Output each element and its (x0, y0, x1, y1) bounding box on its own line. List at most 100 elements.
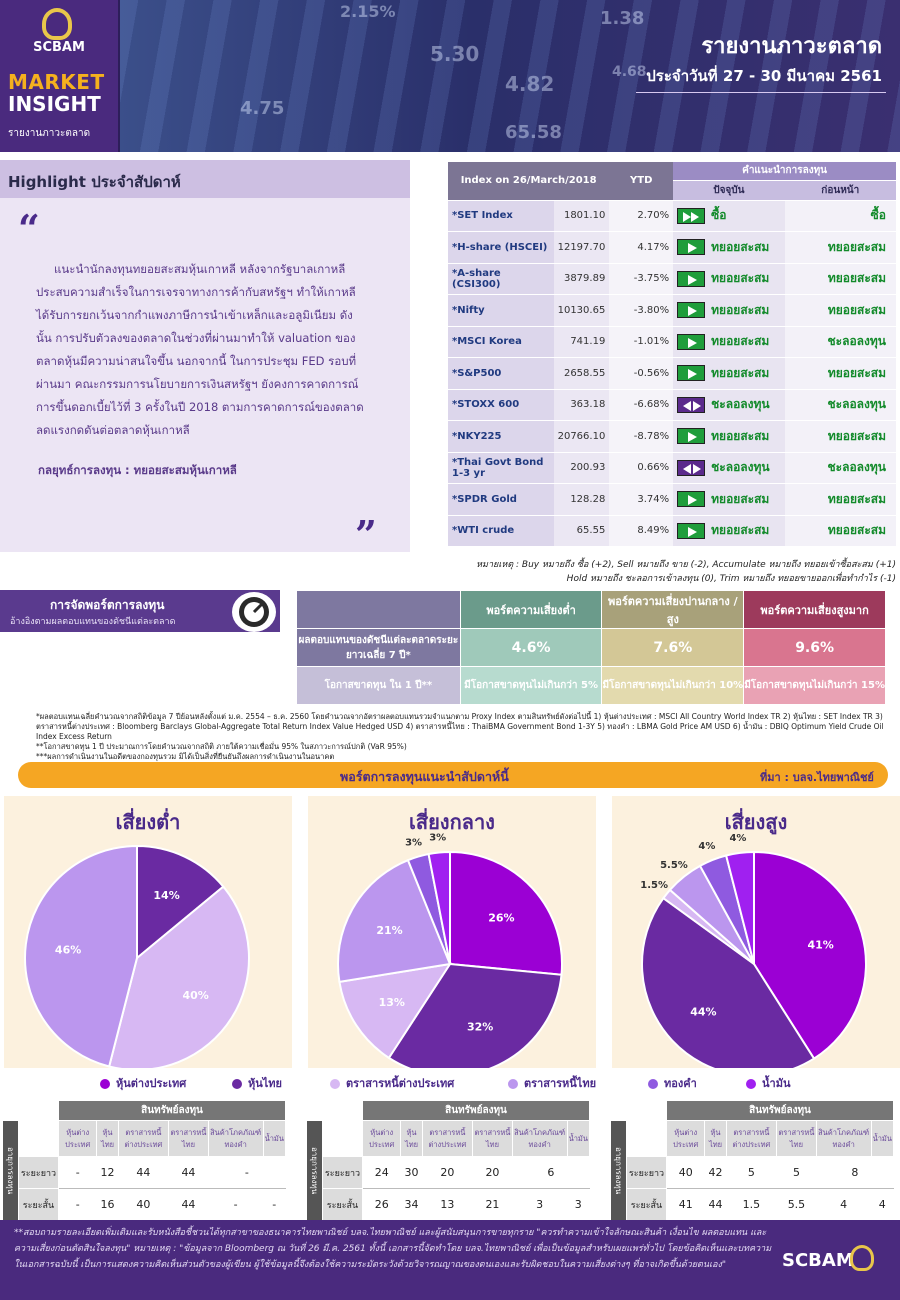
asset-allocation-table: สินทรัพย์ลงทุน อายุการลงทุน หุ้นต่างประเทศ… (306, 1100, 591, 1221)
highlight-title: Highlight ประจำสัปดาห์ (8, 173, 181, 191)
index-name: *Nifty (448, 294, 554, 327)
header-background (120, 0, 900, 152)
asset-header: สินทรัพย์ลงทุน (58, 1100, 286, 1121)
blank-cell (306, 1100, 363, 1121)
current-recommendation-label: ชะลอลงทุน (711, 460, 770, 475)
short-term-value: 26 (361, 1188, 402, 1221)
title-divider (636, 92, 886, 93)
blank-cell (2, 1100, 59, 1121)
index-ytd: 4.17% (609, 231, 674, 264)
buy-signal-icon (677, 207, 706, 224)
report-date: ประจำวันที่ 27 - 30 มีนาคม 2561 (646, 67, 882, 85)
short-term-value: 13 (421, 1188, 474, 1221)
high-risk-return: 9.6% (743, 628, 886, 667)
current-recommendation-label: ชะลอลงทุน (711, 397, 770, 412)
previous-recommendation: ชะลอลงทุน (784, 389, 896, 421)
pie-data-label: 32% (467, 1021, 493, 1034)
highlight-header (0, 160, 410, 198)
legend-label: ตราสารหนี้ไทย (524, 1077, 597, 1090)
pie-slice (337, 858, 452, 984)
index-value: 10130.65 (553, 294, 610, 327)
long-term-value: 44 (117, 1156, 170, 1189)
current-recommendation-label: ทยอยสะสม (711, 491, 770, 506)
short-term-value: 5.5 (776, 1188, 817, 1221)
index-row: *SPDR Gold 128.28 3.74% ทยอยสะสม ทยอยสะสม (448, 483, 896, 516)
short-term-value: 3 (511, 1188, 568, 1221)
low-risk-return: 4.6% (459, 628, 603, 667)
long-term-value: 20 (421, 1156, 474, 1189)
short-term-value: - (57, 1188, 98, 1221)
brand-name: SCBAM (33, 40, 85, 55)
close-quote-icon: ” (355, 512, 377, 557)
index-row: *NKY225 20766.10 -8.78% ทยอยสะสม ทยอยสะสม (448, 420, 896, 453)
blank-cell (626, 1120, 667, 1157)
asset-subheader: หุ้นต่างประเทศ (361, 1120, 402, 1157)
pie-title-low: เสี่ยงต่ำ (115, 810, 181, 834)
pie-slice (136, 844, 225, 961)
index-value: 3879.89 (553, 263, 610, 295)
pie-data-label: 5.5% (660, 860, 688, 871)
pie-title-high: เสี่ยงสูง (724, 810, 788, 834)
asset-subheader: น้ำมัน (262, 1120, 287, 1157)
recommended-portfolio-title: พอร์ตการลงทุนแนะนำสัปดาห์นี้ (340, 769, 509, 784)
hold-signal-icon (677, 459, 706, 476)
index-row: *S&P500 2658.55 -0.56% ทยอยสะสม ทยอยสะสม (448, 357, 896, 390)
asset-subheader: หุ้นไทย (96, 1120, 119, 1157)
current-recommendation: ทยอยสะสม (673, 231, 785, 264)
accumulate-signal-icon (677, 491, 706, 508)
pie-title-mid: เสี่ยงกลาง (409, 810, 495, 834)
short-term-value: - (207, 1188, 264, 1221)
pie-data-label: 1.5% (640, 880, 668, 891)
note-line-1: หมายเหตุ : Buy หมายถึง ซื้อ (+2), Sell ห… (476, 560, 896, 570)
pie-slice (641, 896, 816, 1068)
pie-data-label: 44% (690, 1006, 716, 1019)
mid-risk-header: พอร์ตความเสี่ยงปานกลาง / สูง (601, 590, 745, 629)
bg-number: 4.68 (612, 64, 647, 80)
highlight-box (0, 160, 410, 552)
index-row: *STOXX 600 363.18 -6.68% ชะลอลงทุน ชะลอลงทุน (448, 389, 896, 421)
long-term-value: 20 (472, 1156, 513, 1189)
pie-slice (387, 962, 563, 1068)
index-row: *Nifty 10130.65 -3.80% ทยอยสะสม ทยอยสะสม (448, 294, 896, 327)
current-recommendation-label: ทยอยสะสม (711, 271, 770, 286)
index-table: Index on 26/March/2018 YTD คำแนะนำการลงท… (448, 162, 896, 547)
long-term-value: - (207, 1156, 287, 1189)
disclaimer-text: **สอบถามรายละเอียดเพิ่มเติมและรับหนังสือ… (14, 1228, 772, 1270)
current-header: ปัจจุบัน (673, 180, 785, 201)
scbam-logo-icon (42, 8, 72, 40)
previous-recommendation: ทยอยสะสม (784, 263, 896, 295)
horizon-label: อายุการลงทุน (610, 1120, 627, 1221)
accumulate-signal-icon (677, 333, 706, 350)
index-ytd: 0.66% (609, 452, 674, 484)
short-term-value: 41 (665, 1188, 706, 1221)
accumulate-signal-icon (677, 302, 706, 319)
asset-header: สินทรัพย์ลงทุน (362, 1100, 590, 1121)
header-banner: 2.15% 1.38 5.30 4.82 4.68 65.58 4.75 SCB… (0, 0, 900, 152)
short-term-value: 44 (168, 1188, 209, 1221)
asset-subheader: หุ้นต่างประเทศ (665, 1120, 706, 1157)
previous-recommendation: ทยอยสะสม (784, 515, 896, 547)
current-recommendation-label: ทยอยสะสม (711, 523, 770, 538)
bg-number: 2.15% (340, 2, 396, 21)
asset-subheader: ตราสารหนี้ไทย (776, 1120, 817, 1157)
low-risk-header: พอร์ตความเสี่ยงต่ำ (459, 590, 603, 629)
long-term-value: 5 (776, 1156, 817, 1189)
index-name: *H-share (HSCEI) (448, 231, 554, 264)
index-row: *Thai Govt Bond 1-3 yr 200.93 0.66% ชะลอลงท… (448, 452, 896, 484)
bg-number: 4.75 (240, 98, 285, 119)
long-term-label: ระยะยาว (626, 1156, 667, 1189)
index-row: *H-share (HSCEI) 12197.70 4.17% ทยอยสะสม ทยอ… (448, 231, 896, 264)
asset-subheader: ตราสารหนี้ไทย (168, 1120, 209, 1157)
long-term-value: 12 (96, 1156, 119, 1189)
short-term-label: ระยะสั้น (322, 1188, 363, 1221)
current-recommendation: ทยอยสะสม (673, 515, 785, 547)
asset-subheader: ตราสารหนี้ต่างประเทศ (725, 1120, 778, 1157)
pie-data-label: 26% (488, 911, 514, 924)
pie-data-label: 4% (729, 833, 746, 844)
current-recommendation: ทยอยสะสม (673, 483, 785, 516)
legend-label: น้ำมัน (762, 1077, 791, 1090)
legend-item: น้ำมัน (746, 1074, 790, 1092)
product-subtitle: รายงานภาวะตลาด (8, 128, 91, 139)
pie-data-label: 46% (55, 943, 81, 956)
short-term-value: 4 (815, 1188, 872, 1221)
